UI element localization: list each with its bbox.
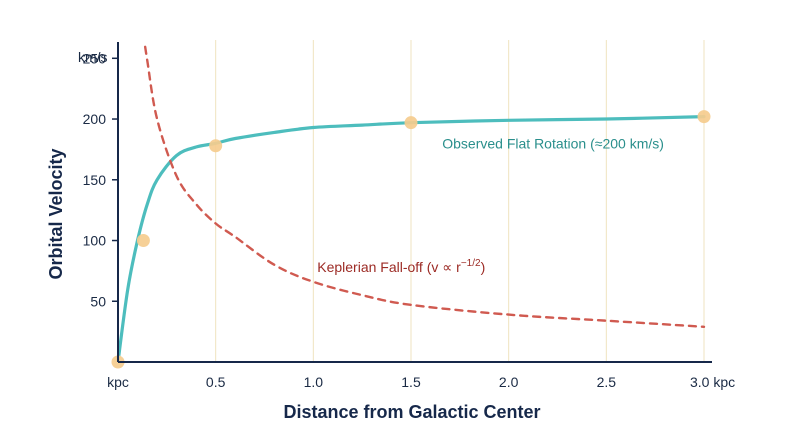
y-tick-label: 200 [83,111,107,127]
y-tick-label: 50 [90,293,106,309]
y-tick-label: 100 [83,233,107,249]
y-tick-label: 150 [83,172,107,188]
y-tick-label: 250 [83,50,107,66]
x-tick-label: 0.5 [206,374,226,390]
y-unit-label: km/s [78,49,108,65]
data-point-marker [136,234,150,248]
x-tick-label: 2.5 [597,374,617,390]
x-tick-label: 1.0 [304,374,324,390]
data-point-marker [404,116,418,130]
x-tick-label: 1.5 [401,374,421,390]
keplerian-series-line [143,44,706,328]
data-point-marker [209,139,223,153]
y-axis-title: Orbital Velocity [46,148,66,279]
x-axis-title: Distance from Galactic Center [283,402,540,422]
x-tick-label: 3.0 kpc [690,374,735,390]
observed-series-line [118,115,706,362]
x-tick-label: 2.0 [499,374,519,390]
axes: 50 100 150 200 250 kpc 0.5 1.0 1.5 2.0 2.5 3.0 kpc [83,42,735,390]
x-tick-label: kpc [107,374,129,390]
labels: km/s Distance from Galactic Center Orbit… [46,49,541,422]
keplerian-annotation: Keplerian Fall-off (v ∝ r−1/2) [317,258,485,275]
grid [215,40,705,362]
observed-annotation: Observed Flat Rotation (≈200 km/s) [442,135,664,151]
data-point-marker [697,110,711,124]
series-layer [118,44,706,362]
data-markers [111,110,711,369]
annotations: Observed Flat Rotation (≈200 km/s) Kepler… [317,135,664,275]
